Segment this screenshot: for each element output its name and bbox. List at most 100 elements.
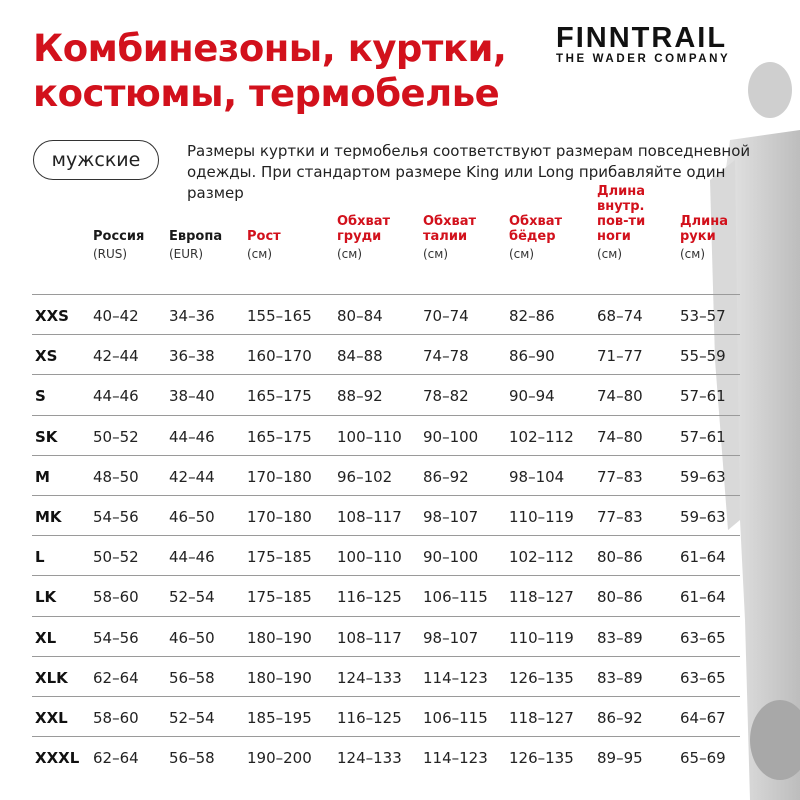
table-cell: 185–195 (247, 709, 312, 727)
table-cell: 86–92 (423, 467, 469, 486)
table-cell: 46–50 (169, 508, 215, 526)
divider (32, 696, 740, 697)
logo-tagline: THE WADER COMPANY (556, 53, 731, 65)
table-cell: 98–104 (509, 467, 565, 486)
table-cell: 56–58 (169, 749, 215, 768)
table-cell: 57–61 (680, 427, 726, 446)
table-row: MK 54–56 46–50 170–180 108–117 98–107 110–119 7… (0, 497, 740, 537)
table-cell: 78–82 (423, 387, 469, 406)
table-cell: 102–112 (509, 427, 574, 446)
size-label: M (35, 467, 50, 486)
table-cell: 62–64 (93, 749, 139, 768)
table-cell: 77–83 (597, 508, 643, 526)
category-badge: мужские (33, 140, 159, 180)
table-cell: 58–60 (93, 588, 139, 607)
table-cell: 71–77 (597, 347, 643, 366)
table-cell: 36–38 (169, 347, 215, 366)
table-cell: 55–59 (680, 347, 726, 366)
table-cell: 74–80 (597, 387, 643, 406)
table-cell: 77–83 (597, 467, 643, 486)
table-cell: 42–44 (93, 347, 139, 366)
table-cell: 80–86 (597, 548, 643, 567)
table-row: XLK 62–64 56–58 180–190 124–133 114–123 126–13… (0, 658, 740, 698)
table-cell: 170–180 (247, 467, 312, 486)
table-cell: 65–69 (680, 749, 726, 768)
table-cell: 126–135 (509, 668, 574, 687)
column-unit: (см) (247, 247, 273, 261)
table-cell: 90–100 (423, 427, 479, 446)
table-cell: 64–67 (680, 709, 726, 727)
table-cell: 50–52 (93, 548, 139, 567)
table-cell: 83–89 (597, 628, 643, 647)
table-cell: 54–56 (93, 508, 139, 526)
size-label: SK (35, 427, 58, 446)
divider (32, 414, 740, 416)
size-label: L (35, 548, 45, 567)
table-cell: 175–185 (247, 548, 312, 567)
divider (32, 495, 740, 496)
divider (32, 615, 740, 617)
table-cell: 126–135 (509, 749, 574, 768)
size-note: Размеры куртки и термобелья соответствую… (187, 142, 751, 202)
table-cell: 74–80 (597, 427, 643, 446)
table-cell: 46–50 (169, 628, 215, 647)
model-photo (710, 62, 800, 800)
column-unit: (см) (423, 247, 449, 261)
column-label: Обхват талии (423, 214, 477, 244)
column-header: Длина внутр. пов-ти ноги (см) (597, 184, 677, 262)
table-cell: 98–107 (423, 508, 479, 526)
divider (32, 736, 740, 738)
table-cell: 190–200 (247, 749, 312, 768)
page-title: Комбинезоны, куртки, костюмы, термобелье (33, 26, 507, 116)
table-cell: 110–119 (509, 628, 574, 647)
table-cell: 108–117 (337, 508, 402, 526)
column-header: Россия (RUS) (93, 200, 163, 262)
table-cell: 118–127 (509, 588, 574, 607)
table-cell: 42–44 (169, 467, 215, 486)
table-row: XS 42–44 36–38 160–170 84–88 74–78 86–90 71–77 5… (0, 336, 740, 376)
table-cell: 160–170 (247, 347, 312, 366)
divider (32, 655, 740, 657)
size-label: MK (35, 508, 62, 526)
size-label: XXXL (35, 749, 80, 768)
divider (32, 535, 740, 537)
column-label: Россия (93, 229, 145, 244)
column-header: Рост (см) (247, 200, 317, 262)
table-cell: 89–95 (597, 749, 643, 768)
table-cell: 124–133 (337, 668, 402, 687)
table-cell: 63–65 (680, 628, 726, 647)
table-cell: 59–63 (680, 508, 726, 526)
divider (32, 374, 740, 376)
table-cell: 175–185 (247, 588, 312, 607)
table-cell: 155–165 (247, 307, 312, 325)
size-label: XL (35, 628, 57, 647)
table-cell: 52–54 (169, 588, 215, 607)
table-cell: 59–63 (680, 467, 726, 486)
size-label: XXL (35, 709, 68, 727)
divider (32, 575, 740, 577)
table-row: XXXL 62–64 56–58 190–200 124–133 114–123 126–1… (0, 738, 740, 778)
table-cell: 38–40 (169, 387, 215, 406)
table-cell: 110–119 (509, 508, 574, 526)
divider (32, 334, 740, 336)
divider (32, 454, 740, 456)
column-header: Длина руки (см) (680, 200, 740, 262)
column-header: Европа (EUR) (169, 200, 239, 262)
table-cell: 180–190 (247, 628, 312, 647)
table-cell: 53–57 (680, 307, 726, 325)
table-cell: 62–64 (93, 668, 139, 687)
table-cell: 74–78 (423, 347, 469, 366)
table-cell: 180–190 (247, 668, 312, 687)
table-row: XXL 58–60 52–54 185–195 116–125 106–115 118–12… (0, 698, 740, 738)
table-cell: 114–123 (423, 668, 488, 687)
size-label: XXS (35, 307, 69, 325)
table-cell: 56–58 (169, 668, 215, 687)
column-label: Обхват бёдер (509, 214, 563, 244)
table-cell: 106–115 (423, 709, 488, 727)
column-unit: (см) (509, 247, 535, 261)
table-cell: 57–61 (680, 387, 726, 406)
table-cell: 68–74 (597, 307, 643, 325)
table-cell: 70–74 (423, 307, 469, 325)
table-cell: 52–54 (169, 709, 215, 727)
